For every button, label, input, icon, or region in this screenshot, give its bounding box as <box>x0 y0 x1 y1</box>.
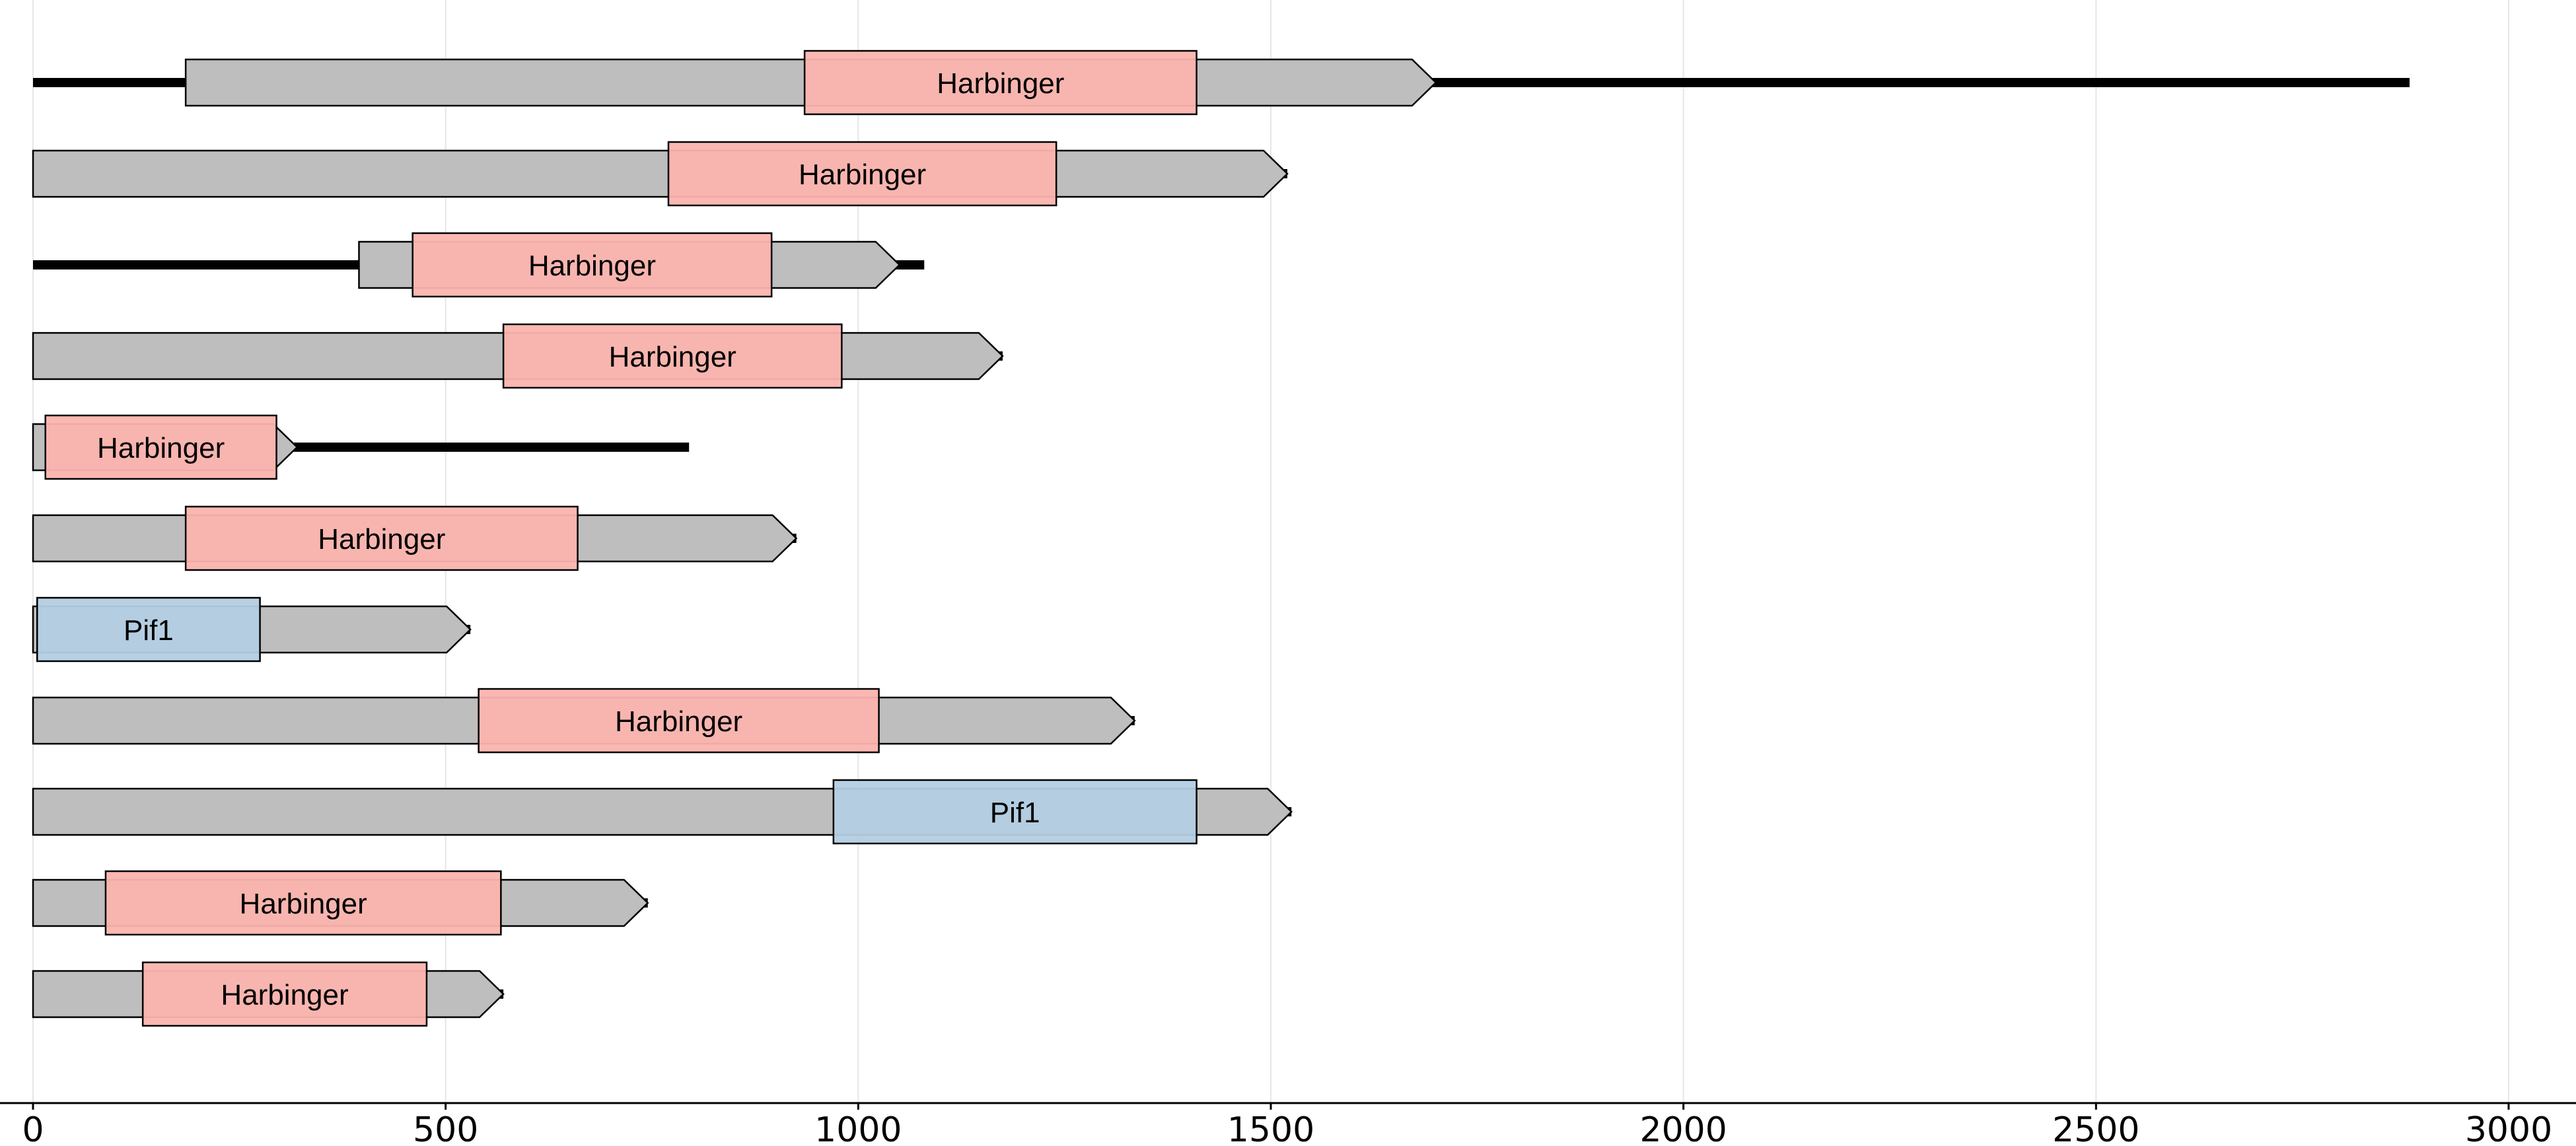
track-2: Harbinger <box>32 141 1289 207</box>
domain-box-harbinger <box>104 870 502 936</box>
domain-box-harbinger <box>411 232 773 298</box>
domain-box-harbinger <box>803 50 1198 116</box>
domain-label-harbinger: Harbinger <box>937 67 1064 100</box>
domain-label-harbinger: Harbinger <box>615 705 742 738</box>
track-8: Harbinger <box>32 688 1136 754</box>
domain-box-pif1 <box>36 596 261 663</box>
domain-label-harbinger: Harbinger <box>318 523 445 555</box>
domain-box-harbinger <box>667 141 1057 207</box>
domain-label-harbinger: Harbinger <box>97 432 225 464</box>
track-layer: Harbinger Harbinger Harbinger Harbinger Harb… <box>32 50 2410 1027</box>
domain-label-harbinger: Harbinger <box>240 888 367 920</box>
x-tick-label: 1500 <box>1227 1110 1314 1146</box>
domain-box-harbinger <box>44 414 277 480</box>
x-tick-label: 500 <box>413 1110 478 1146</box>
domain-label-harbinger: Harbinger <box>528 250 656 282</box>
x-tick-label: 2000 <box>1639 1110 1727 1146</box>
x-tick-label: 2500 <box>2052 1110 2139 1146</box>
domain-box-pif1 <box>832 779 1198 845</box>
domain-box-harbinger <box>141 961 428 1027</box>
domain-label-pif1: Pif1 <box>124 614 174 647</box>
track-5: Harbinger <box>32 414 690 480</box>
x-tick-label: 1000 <box>814 1110 902 1146</box>
domain-box-harbinger <box>502 323 843 389</box>
domain-box-harbinger <box>184 505 579 571</box>
domain-label-harbinger: Harbinger <box>609 341 736 373</box>
track-7: Pif1 <box>32 596 472 663</box>
track-11: Harbinger <box>32 961 505 1027</box>
domain-box-harbinger <box>478 688 880 754</box>
track-6: Harbinger <box>32 505 798 571</box>
track-3: Harbinger <box>33 232 925 298</box>
track-4: Harbinger <box>32 323 1004 389</box>
domain-label-harbinger: Harbinger <box>221 979 348 1011</box>
x-tick-label: 3000 <box>2465 1110 2552 1146</box>
domain-label-pif1: Pif1 <box>990 797 1040 829</box>
x-tick-label: 0 <box>22 1110 44 1146</box>
track-1: Harbinger <box>33 50 2410 116</box>
x-axis: 0 500 1000 1500 2000 2500 3000 <box>0 1102 2576 1146</box>
track-9: Pif1 <box>32 779 1293 845</box>
track-10: Harbinger <box>32 870 649 936</box>
domain-label-harbinger: Harbinger <box>799 159 926 191</box>
gene-arrow <box>32 149 1289 198</box>
